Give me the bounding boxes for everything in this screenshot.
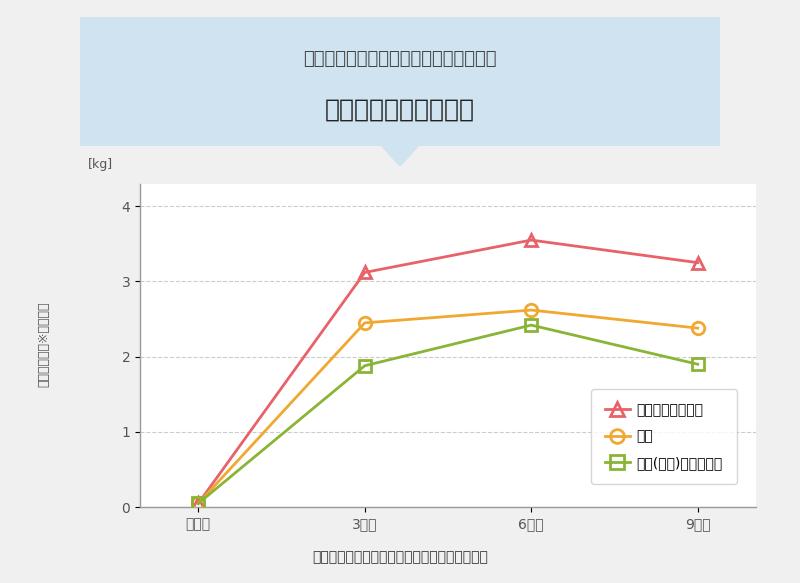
糖質 [526,307,536,314]
Line: ソイ(大豆)プロテイン: ソイ(大豆)プロテイン [192,319,704,510]
ソイ(大豆)プロテイン [360,362,370,369]
Text: 筋肉量が効果的に増加: 筋肉量が効果的に増加 [325,98,475,122]
ソイ(大豆)プロテイン [526,322,536,329]
ミルクプロテイン [526,237,536,244]
ソイ(大豆)プロテイン [194,500,203,507]
糖質 [360,319,370,326]
Text: 運動とミルクプロテインの相乗効果：長期介入: 運動とミルクプロテインの相乗効果：長期介入 [312,550,488,564]
Text: 運動とミルクプロテインの組み合わせで: 運動とミルクプロテインの組み合わせで [303,50,497,68]
糖質 [693,325,702,332]
糖質 [194,500,203,507]
Legend: ミルクプロテイン, 糖質, ソイ(大豆)プロテイン: ミルクプロテイン, 糖質, ソイ(大豆)プロテイン [590,389,737,484]
Polygon shape [374,138,426,166]
Line: 糖質: 糖質 [192,304,704,510]
Text: 除脂肪体重（※）の変化: 除脂肪体重（※）の変化 [38,301,50,387]
ミルクプロテイン [194,500,203,507]
Text: [kg]: [kg] [88,158,113,171]
FancyBboxPatch shape [48,11,752,152]
Line: ミルクプロテイン: ミルクプロテイン [192,234,704,510]
ミルクプロテイン [693,259,702,266]
ミルクプロテイン [360,269,370,276]
ソイ(大豆)プロテイン [693,361,702,368]
